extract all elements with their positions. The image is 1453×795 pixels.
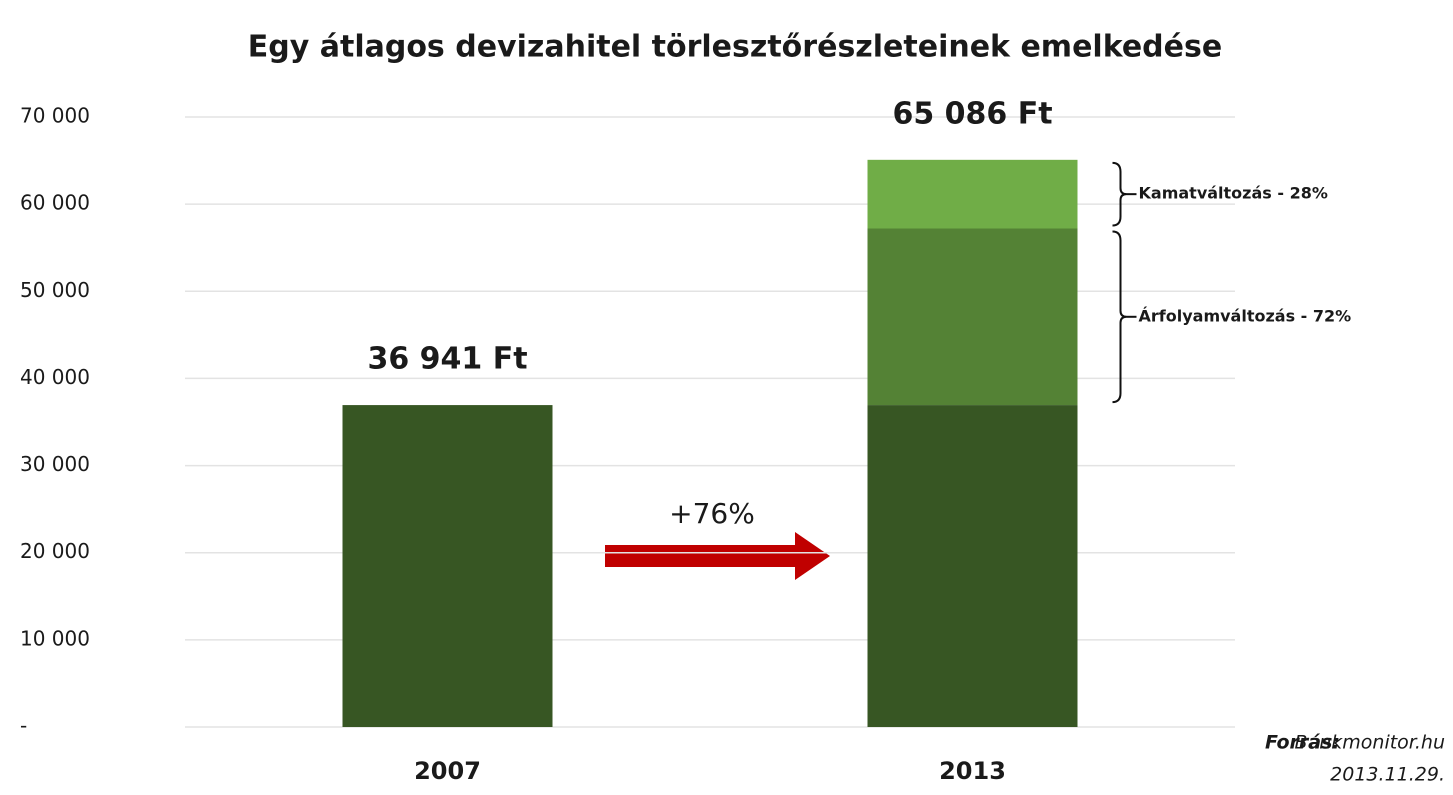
y-tick-label: 30 000 xyxy=(20,452,90,476)
total-label: 65 086 Ft xyxy=(892,96,1052,131)
y-tick-label: - xyxy=(20,714,27,738)
total-label: 36 941 Ft xyxy=(367,342,527,377)
y-tick-label: 50 000 xyxy=(20,278,90,302)
bar-segment xyxy=(867,228,1078,406)
chart-title: Egy átlagos devizahitel törlesztőrészlet… xyxy=(248,30,1222,65)
annotation: +76% xyxy=(669,497,755,530)
bar-segment xyxy=(342,405,553,727)
y-tick-label: 20 000 xyxy=(20,539,90,563)
y-tick-label: 40 000 xyxy=(20,365,90,389)
arrow xyxy=(605,532,830,580)
bar-segment xyxy=(867,405,1078,727)
bar-segment xyxy=(867,159,1078,229)
segment-label: Kamatváltozás - 28% xyxy=(1139,184,1328,203)
y-tick-label: 10 000 xyxy=(20,626,90,650)
source-text: Bankmonitor.hu xyxy=(1295,732,1445,754)
segment-label: Árfolyamváltozás - 72% xyxy=(1139,306,1352,325)
bracket xyxy=(1112,161,1127,227)
bracket xyxy=(1112,230,1127,404)
y-tick-label: 60 000 xyxy=(20,191,90,215)
source-date: 2013.11.29. xyxy=(1330,764,1445,786)
x-tick-label: 2013 xyxy=(939,757,1006,785)
y-tick-label: 70 000 xyxy=(20,104,90,128)
x-tick-label: 2007 xyxy=(414,757,481,785)
source-label: Forrás: xyxy=(1265,732,1340,754)
